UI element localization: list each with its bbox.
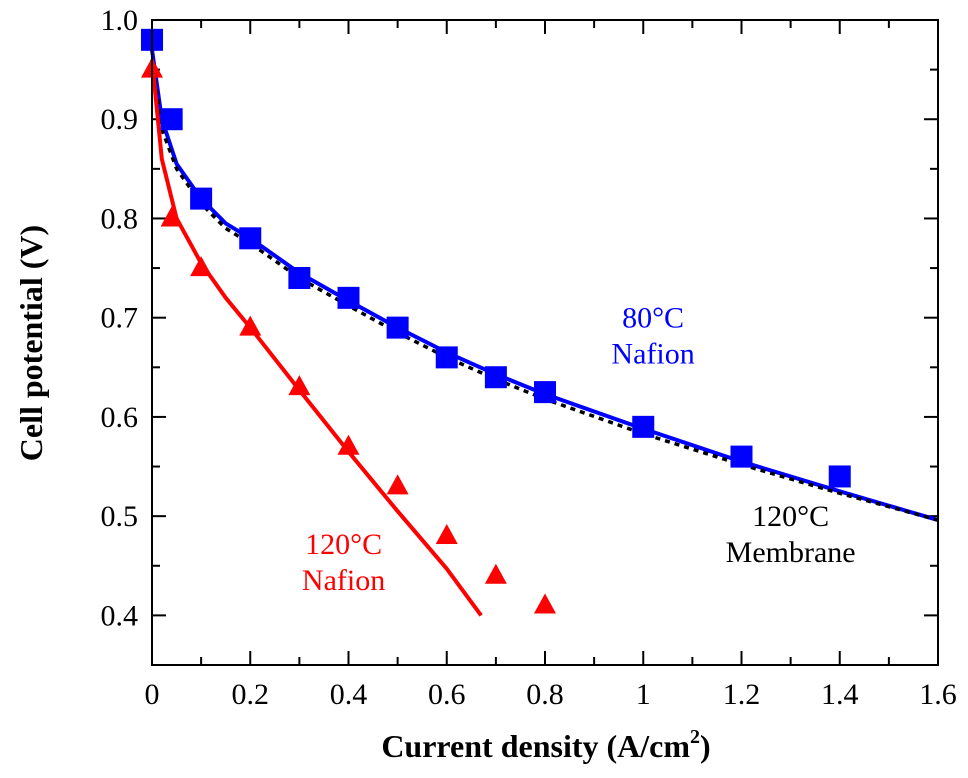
data-point [386, 316, 409, 339]
data-point [337, 286, 360, 309]
y-tick-label: 0.9 [101, 103, 139, 136]
data-point [190, 256, 213, 277]
data-point [828, 465, 851, 488]
data-point [386, 474, 409, 495]
data-point [288, 267, 311, 289]
data-point [288, 375, 311, 396]
data-point [534, 381, 556, 404]
y-tick-label: 1.0 [101, 4, 139, 37]
y-tick-label: 0.6 [101, 401, 139, 434]
y-tick-label: 0.5 [101, 500, 139, 533]
x-tick-label: 0.6 [428, 678, 466, 711]
data-point [435, 524, 458, 544]
x-tick-labels: 0 0.2 0.4 0.6 0.8 1 1.2 1.4 1.6 [145, 678, 957, 711]
data-point [730, 445, 753, 468]
x-tick-label: 1.6 [919, 678, 957, 711]
x-tick-label: 1 [636, 678, 651, 711]
series-line-1 [150, 49, 939, 523]
x-tick-label: 0.8 [526, 678, 564, 711]
series-line-2 [150, 59, 939, 522]
data-point [337, 434, 360, 455]
annotation-2: 120°C Nafion [302, 528, 385, 597]
data-point [239, 315, 262, 336]
x-tick-label: 0.2 [232, 678, 270, 711]
data-point [632, 415, 655, 438]
annotation-1: 120°C Membrane [726, 500, 856, 569]
data-point [435, 346, 458, 369]
data-point [484, 366, 507, 389]
x-tick-label: 0 [145, 678, 160, 711]
y-tick-label: 0.8 [101, 202, 139, 235]
y-tick-label: 0.7 [101, 302, 139, 335]
y-axis-title: Cell potential (V) [13, 225, 49, 461]
x-tick-label: 1.2 [723, 678, 761, 711]
data-point [484, 563, 507, 584]
y-tick-labels: 0.4 0.5 0.6 0.7 0.8 0.9 1.0 [101, 4, 139, 632]
data-point [239, 227, 262, 250]
data-point [160, 206, 183, 227]
plot-frame [151, 19, 939, 666]
x-tick-label: 0.4 [330, 678, 368, 711]
annotations: 80°C Nafion 120°C Membrane 120°C Nafion [302, 302, 856, 597]
data-point [160, 108, 183, 131]
data-point [190, 187, 213, 210]
data-point [534, 593, 556, 614]
y-tick-label: 0.4 [101, 599, 139, 632]
x-axis-title: Current density (A/cm2) [381, 726, 710, 764]
annotation-0: 80°C Nafion [611, 302, 694, 371]
x-tick-label: 1.4 [821, 678, 859, 711]
series-markers [141, 28, 851, 614]
